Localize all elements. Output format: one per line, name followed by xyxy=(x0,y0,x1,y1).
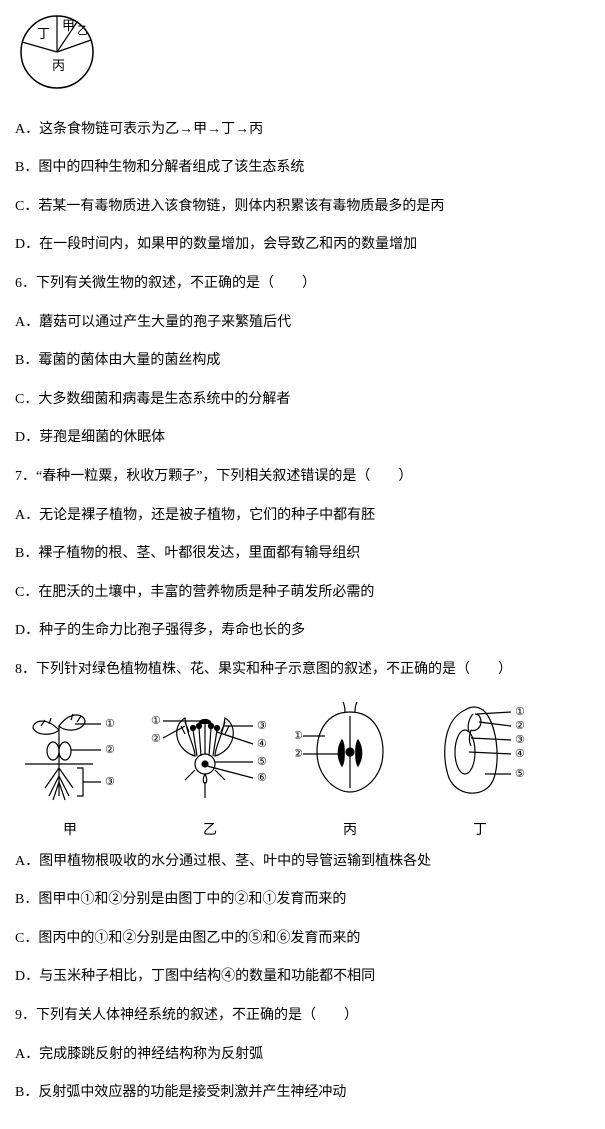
q8-label-yi: 乙 xyxy=(145,818,275,845)
q5-option-b: B．图中的四种生物和分解者组成了该生态系统 xyxy=(15,155,590,182)
q8-option-a: A．图甲植物根吸收的水分通过根、茎、叶中的导管运输到植株各处 xyxy=(15,849,590,876)
svg-text:①: ① xyxy=(295,730,303,742)
svg-text:②: ② xyxy=(105,744,115,756)
q8-figure-row: ① ② ③ 甲 xyxy=(15,696,590,845)
pie-chart: 丁 甲 乙 丙 xyxy=(15,10,590,103)
q9-option-b: B．反射弧中效应器的功能是接受刺激并产生神经冲动 xyxy=(15,1080,590,1107)
q8-figure-ding: ① ② ③ ④ ⑤ 丁 xyxy=(425,696,535,845)
q5-option-c: C．若某一有毒物质进入该食物链，则体内积累该有毒物质最多的是丙 xyxy=(15,194,590,221)
q8-stem: 8．下列针对绿色植物植株、花、果实和种子示意图的叙述，不正确的是（ ） xyxy=(15,657,590,684)
svg-text:③: ③ xyxy=(105,776,115,788)
svg-text:②: ② xyxy=(295,748,303,760)
q5-option-a: A．这条食物链可表示为乙→甲→丁→丙 xyxy=(15,117,590,144)
q9-option-a: A．完成膝跳反射的神经结构称为反射弧 xyxy=(15,1042,590,1069)
q9-stem: 9．下列有关人体神经系统的叙述，不正确的是（ ） xyxy=(15,1003,590,1030)
q7-stem: 7．“春种一粒粟，秋收万颗子”，下列相关叙述错误的是（ ） xyxy=(15,464,590,491)
svg-text:①: ① xyxy=(105,718,115,730)
pie-label-bing: 丙 xyxy=(52,58,65,73)
q6-stem: 6．下列有关微生物的叙述，不正确的是（ ） xyxy=(15,271,590,298)
q7-option-a: A．无论是裸子植物，还是被子植物，它们的种子中都有胚 xyxy=(15,503,590,530)
q6-option-d: D．芽孢是细菌的休眠体 xyxy=(15,425,590,452)
q8-option-d: D．与玉米种子相比，丁图中结构④的数量和功能都不相同 xyxy=(15,964,590,991)
svg-text:③: ③ xyxy=(515,734,525,746)
pie-label-yi: 乙 xyxy=(77,24,88,37)
q8-figure-yi: ① ② ③ ④ ⑤ ⑥ 乙 xyxy=(145,696,275,845)
q8-option-c: C．图丙中的①和②分别是由图乙中的⑤和⑥发育而来的 xyxy=(15,926,590,953)
pie-label-jia: 甲 xyxy=(62,18,75,33)
q6-option-a: A．蘑菇可以通过产生大量的孢子来繁殖后代 xyxy=(15,310,590,337)
svg-text:①: ① xyxy=(515,706,525,718)
svg-text:②: ② xyxy=(151,733,161,745)
q8-option-b: B．图甲中①和②分别是由图丁中的②和①发育而来的 xyxy=(15,887,590,914)
pie-label-ding: 丁 xyxy=(37,26,50,41)
q8-label-ding: 丁 xyxy=(425,818,535,845)
q7-option-b: B．裸子植物的根、茎、叶都很发达，里面都有输导组织 xyxy=(15,541,590,568)
q6-option-b: B．霉菌的菌体由大量的菌丝构成 xyxy=(15,348,590,375)
q8-figure-bing: ① ② 丙 xyxy=(295,696,405,845)
q7-option-d: D．种子的生命力比孢子强得多，寿命也长的多 xyxy=(15,618,590,645)
svg-text:①: ① xyxy=(151,715,161,727)
q8-figure-jia: ① ② ③ 甲 xyxy=(15,696,125,845)
svg-text:⑤: ⑤ xyxy=(515,768,525,780)
q8-label-bing: 丙 xyxy=(295,818,405,845)
svg-text:⑥: ⑥ xyxy=(257,772,267,784)
q8-label-jia: 甲 xyxy=(15,818,125,845)
svg-text:④: ④ xyxy=(257,738,267,750)
svg-text:③: ③ xyxy=(257,720,267,732)
svg-text:⑤: ⑤ xyxy=(257,756,267,768)
svg-text:②: ② xyxy=(515,720,525,732)
svg-text:④: ④ xyxy=(515,748,525,760)
q6-option-c: C．大多数细菌和病毒是生态系统中的分解者 xyxy=(15,387,590,414)
q5-option-d: D．在一段时间内，如果甲的数量增加，会导致乙和丙的数量增加 xyxy=(15,232,590,259)
q7-option-c: C．在肥沃的土壤中，丰富的营养物质是种子萌发所必需的 xyxy=(15,580,590,607)
